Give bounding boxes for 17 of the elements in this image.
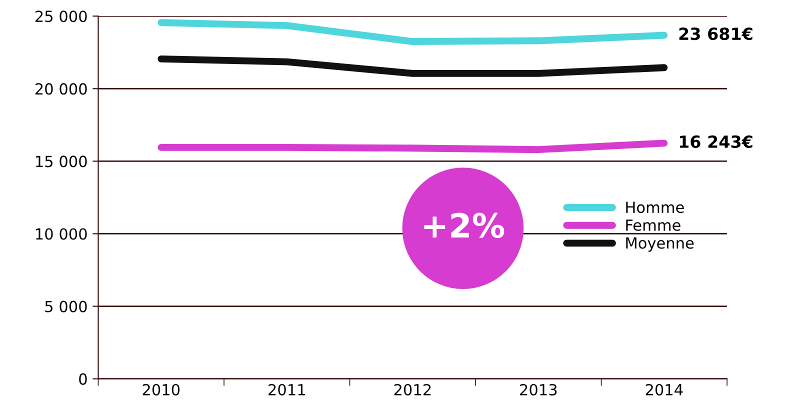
x-tick-label: 2013 <box>520 384 557 396</box>
annotation: +2% <box>424 212 504 238</box>
y-tick-label: 15 000 <box>36 156 87 168</box>
legend-label: Homme <box>626 202 684 214</box>
data-label: 23 681€ <box>679 27 752 40</box>
x-tick-label: 2011 <box>268 384 305 396</box>
legend-label: Moyenne <box>626 237 694 252</box>
y-tick-label: 25 000 <box>35 10 87 22</box>
data-label: 16 243€ <box>680 135 752 148</box>
y-tick-label: 10 000 <box>36 228 87 240</box>
x-tick-label: 2010 <box>142 384 180 396</box>
x-tick-label: 2012 <box>394 384 431 396</box>
y-tick-label: 0 <box>79 373 87 385</box>
y-tick-label: 5 000 <box>45 300 87 312</box>
y-tick-label: 20 000 <box>35 83 87 95</box>
x-tick-label: 2014 <box>646 384 683 396</box>
legend-label: Femme <box>626 220 680 231</box>
